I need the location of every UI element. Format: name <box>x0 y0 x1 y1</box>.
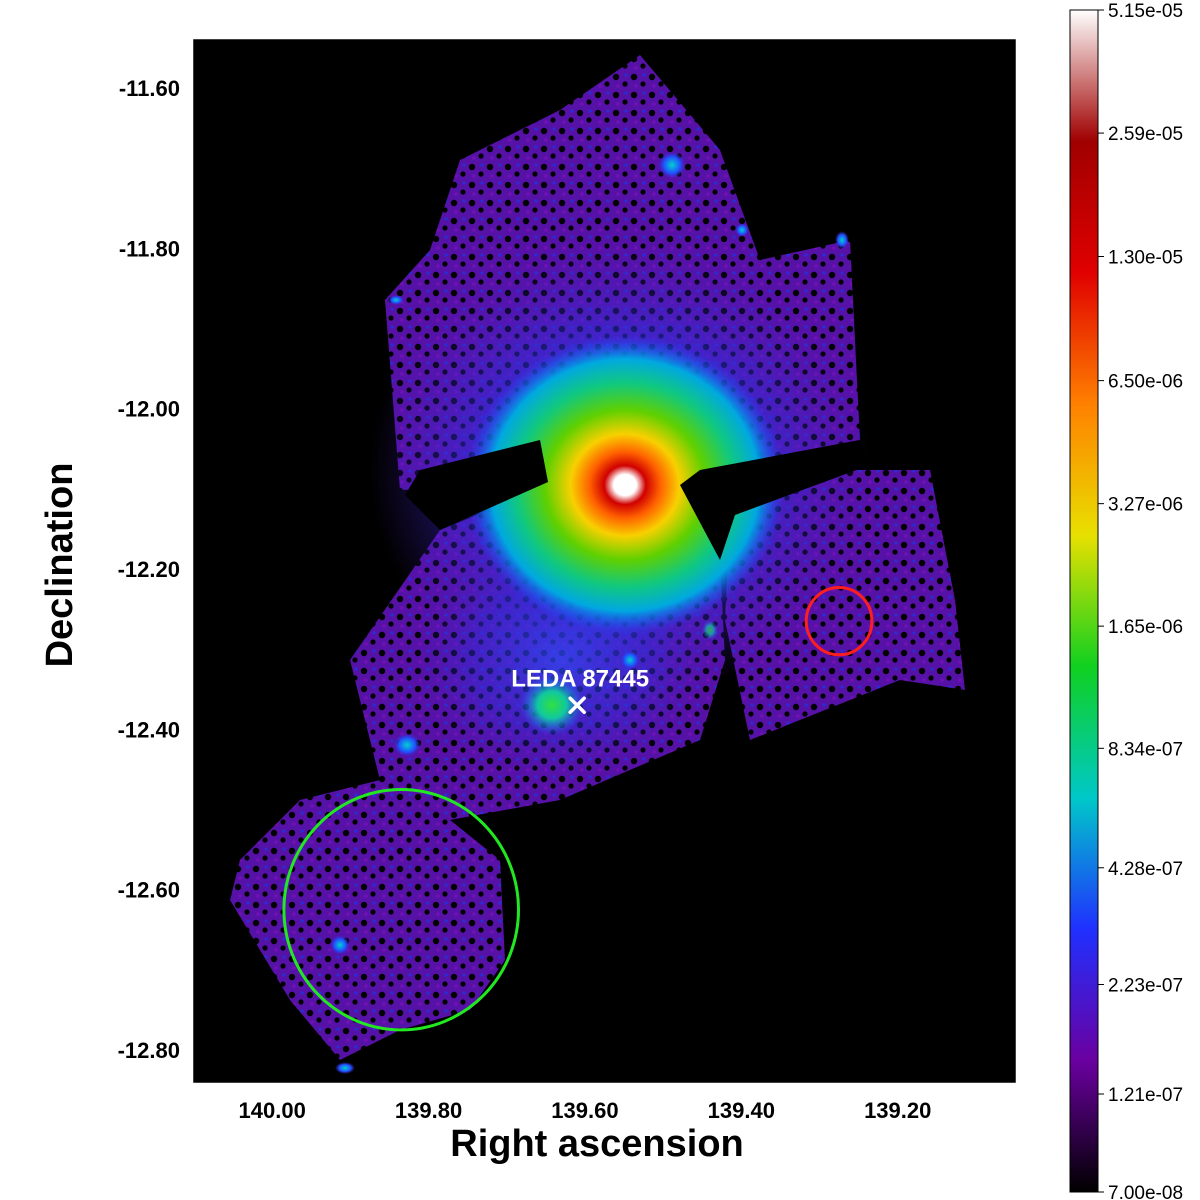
regions <box>282 585 874 1032</box>
region-circle <box>804 585 874 657</box>
axis-ticks <box>193 40 1016 1082</box>
point-source <box>735 223 749 237</box>
y-tick-label: -12.20 <box>118 557 180 582</box>
x-axis-title: Right ascension <box>450 1123 744 1165</box>
colorbar-tick-label: 1.21e-07 <box>1108 1085 1183 1106</box>
point-source <box>330 935 350 955</box>
point-source <box>658 151 686 179</box>
source-marker <box>568 696 586 715</box>
colorbar-tick-label: 6.50e-06 <box>1108 372 1183 393</box>
y-tick-label: -12.60 <box>118 878 180 903</box>
marker-stroke <box>568 696 586 715</box>
colorbar-tick-label: 2.59e-05 <box>1108 124 1183 145</box>
leda-source-emission <box>520 675 584 735</box>
colorbar-tick-label: 1.65e-06 <box>1108 617 1183 638</box>
y-tick-label: -12.80 <box>118 1038 180 1063</box>
image-data <box>230 55 965 1074</box>
colorbar-tick-label: 1.30e-05 <box>1108 248 1183 269</box>
colorbar-tick-label: 7.00e-08 <box>1108 1183 1183 1200</box>
x-tick-label: 140.00 <box>239 1098 306 1123</box>
point-source <box>620 650 640 670</box>
cluster-core <box>465 335 785 635</box>
y-tick-label: -12.00 <box>118 397 180 422</box>
colorbar-tick-label: 4.28e-07 <box>1108 859 1183 880</box>
source-label: LEDA 87445 <box>511 665 649 692</box>
colorbar-tick-label: 8.34e-07 <box>1108 739 1183 760</box>
chip-gap-east <box>680 440 870 560</box>
point-source <box>702 620 718 640</box>
y-axis-title: Declination <box>39 463 81 668</box>
colorbar-ticks: 5.15e-05 2.59e-05 1.30e-05 6.50e-06 3.27e-06… <box>1098 1 1183 1200</box>
y-tick-label: -11.60 <box>119 76 180 101</box>
chip-gap <box>405 440 548 530</box>
x-tick-label: 139.80 <box>395 1098 462 1123</box>
region-circle <box>282 787 520 1032</box>
annotations: LEDA 87445 <box>511 665 649 715</box>
colorbar-tick-label: 3.27e-06 <box>1108 495 1183 516</box>
point-source <box>335 1062 355 1074</box>
x-tick-label: 139.60 <box>551 1098 618 1123</box>
colorbar-tick-label: 5.15e-05 <box>1108 1 1183 22</box>
colorbar <box>1069 9 1099 1193</box>
point-source <box>835 231 849 249</box>
colorbar-tick-label: 2.23e-07 <box>1108 976 1183 997</box>
y-tick-label: -11.80 <box>119 236 180 261</box>
y-tick-label: -12.40 <box>118 717 180 742</box>
x-tick-label: 139.20 <box>864 1098 931 1123</box>
point-source <box>388 295 404 305</box>
point-source <box>393 733 421 757</box>
x-tick-label: 139.40 <box>708 1098 775 1123</box>
